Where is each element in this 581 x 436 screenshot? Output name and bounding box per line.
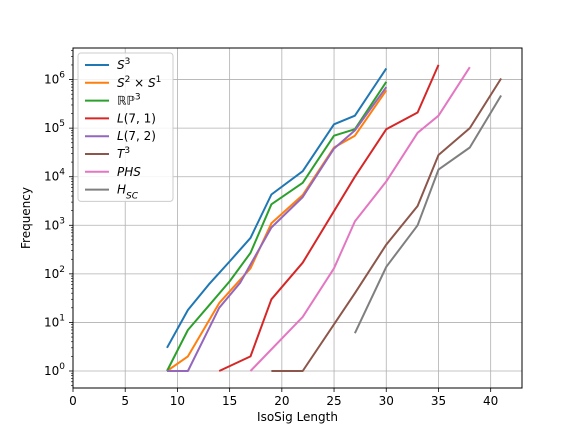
y-tick-label: 101 — [44, 313, 65, 329]
x-tick-label: 20 — [274, 394, 289, 408]
legend-label: S2 × S1 — [117, 75, 161, 90]
legend-box — [77, 52, 174, 202]
series-7 — [353, 94, 502, 334]
y-tick-label: 100 — [44, 362, 65, 378]
y-axis-ticks: 100 101 102 103 104 105 106 — [44, 50, 73, 386]
x-tick-label: 0 — [69, 394, 77, 408]
y-tick-label: 106 — [44, 71, 65, 87]
legend-item: L(7, 1) — [85, 111, 156, 125]
legend-label: T3 — [117, 146, 130, 161]
series-3 — [218, 64, 440, 372]
legend-label: HSC — [117, 183, 139, 202]
legend-item: ℝℙ3 — [85, 93, 141, 108]
series-line — [271, 77, 502, 372]
y-axis-label: Frequency — [19, 187, 33, 249]
series-0 — [166, 67, 388, 349]
series-5 — [271, 77, 502, 372]
series-6 — [249, 66, 471, 372]
x-tick-label: 25 — [326, 394, 341, 408]
legend-item: T3 — [85, 146, 130, 161]
legend-label: L(7, 1) — [117, 111, 156, 125]
y-tick-label: 105 — [44, 119, 65, 135]
legend-item: HSC — [85, 183, 139, 202]
series-line — [249, 66, 471, 372]
legend-label: ℝℙ3 — [117, 93, 141, 108]
x-axis-ticks: 0 5 10 15 20 25 30 35 40 — [69, 388, 498, 408]
y-tick-label: 102 — [44, 265, 65, 281]
series-4 — [166, 86, 388, 372]
legend-item: S2 × S1 — [85, 75, 161, 90]
x-tick-label: 15 — [222, 394, 237, 408]
series-line — [218, 64, 440, 372]
series-line — [166, 89, 388, 372]
x-axis-label: IsoSig Length — [257, 410, 338, 424]
legend-item: L(7, 2) — [85, 129, 156, 143]
legend-item: S3 — [85, 57, 130, 72]
legend-label: L(7, 2) — [117, 129, 156, 143]
plot-frame — [72, 47, 523, 389]
x-tick-label: 5 — [121, 394, 129, 408]
y-tick-label: 104 — [44, 168, 65, 184]
x-tick-label: 30 — [379, 394, 394, 408]
legend: S3 S2 × S1 ℝℙ3 L(7, 1) L(7, 2) T3 PHS HSC — [77, 52, 174, 202]
legend-item: PHS — [85, 165, 141, 179]
series-line — [166, 81, 388, 372]
legend-label: PHS — [117, 165, 141, 179]
series-lines — [166, 64, 502, 372]
series-line — [166, 67, 388, 349]
y-tick-label: 103 — [44, 216, 65, 232]
series-line — [353, 94, 502, 334]
x-tick-label: 10 — [170, 394, 185, 408]
legend-label: S3 — [117, 57, 130, 72]
x-tick-label: 40 — [483, 394, 498, 408]
x-tick-label: 35 — [431, 394, 446, 408]
